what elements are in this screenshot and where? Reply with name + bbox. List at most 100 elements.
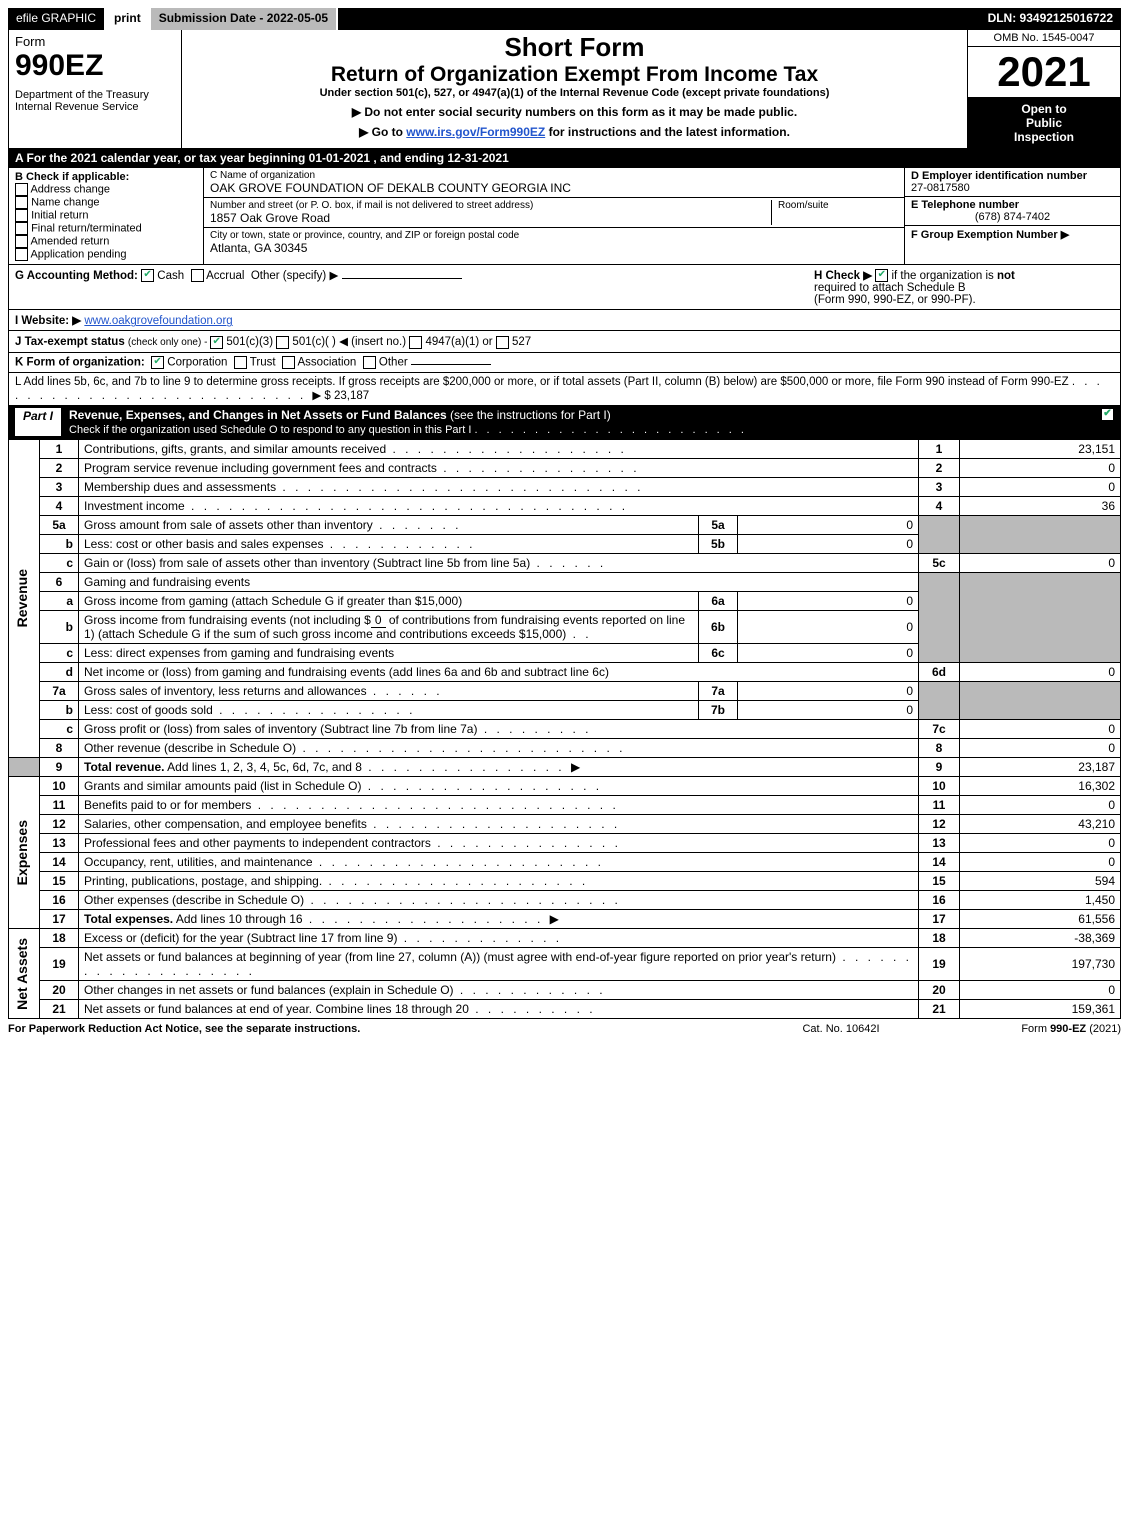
checkbox-501c3[interactable]: [210, 336, 223, 349]
box-label: 6c: [699, 643, 738, 662]
line-num: 1: [40, 439, 79, 458]
opt-label: Name change: [31, 196, 100, 208]
box-value: 0: [738, 610, 919, 643]
row-j: J Tax-exempt status (check only one) - 5…: [8, 331, 1121, 352]
part-1-checkbox[interactable]: [1101, 408, 1114, 421]
shaded-cell: [919, 515, 960, 553]
checkbox-527[interactable]: [496, 336, 509, 349]
checkbox-icon[interactable]: [15, 248, 28, 261]
col-b: B Check if applicable: Address change Na…: [9, 168, 204, 264]
line-num: b: [40, 534, 79, 553]
checkbox-501c[interactable]: [276, 336, 289, 349]
ein-label: D Employer identification number: [911, 170, 1114, 182]
part-1-header: Part I Revenue, Expenses, and Changes in…: [8, 406, 1121, 439]
goto-line: ▶ Go to www.irs.gov/Form990EZ for instru…: [188, 125, 961, 139]
line-ref: 14: [919, 852, 960, 871]
checkbox-icon[interactable]: [15, 222, 28, 235]
checkbox-icon[interactable]: [15, 196, 28, 209]
opt-application-pending: Application pending: [15, 248, 197, 261]
line-num: 14: [40, 852, 79, 871]
checkbox-other[interactable]: [363, 356, 376, 369]
desc-text: Program service revenue including govern…: [84, 461, 437, 475]
line-ref: 7c: [919, 719, 960, 738]
l-value: 23,187: [334, 390, 369, 402]
line-value: 0: [960, 719, 1121, 738]
line-num: b: [40, 700, 79, 719]
opt-name-change: Name change: [15, 196, 197, 209]
k-other: Other: [379, 356, 408, 368]
line-ref: 17: [919, 909, 960, 928]
other-specify-input[interactable]: [342, 278, 462, 279]
city-label: City or town, state or province, country…: [210, 230, 898, 241]
ein-value: 27-0817580: [911, 182, 1114, 194]
name-label: C Name of organization: [210, 170, 898, 181]
print-button[interactable]: print: [106, 8, 151, 30]
efile-label: efile GRAPHIC: [8, 8, 106, 30]
section-a: A For the 2021 calendar year, or tax yea…: [8, 149, 1121, 168]
line-value: 0: [960, 795, 1121, 814]
line-desc: Gross income from gaming (attach Schedul…: [79, 591, 699, 610]
line-num: 2: [40, 458, 79, 477]
part-title: Revenue, Expenses, and Changes in Net As…: [69, 408, 1101, 436]
box-value: 0: [738, 643, 919, 662]
checkbox-association[interactable]: [282, 356, 295, 369]
netassets-label: Net Assets: [14, 938, 30, 1010]
k-label: K Form of organization:: [15, 356, 145, 368]
line-num: c: [40, 553, 79, 572]
checkbox-h[interactable]: [875, 269, 888, 282]
phone-value: (678) 874-7402: [911, 211, 1114, 223]
box-label: 7b: [699, 700, 738, 719]
checkbox-trust[interactable]: [234, 356, 247, 369]
line-desc: Salaries, other compensation, and employ…: [79, 814, 919, 833]
line-value: 0: [960, 477, 1121, 496]
desc-text: Gross amount from sale of assets other t…: [84, 518, 373, 532]
org-name-cell: C Name of organization OAK GROVE FOUNDAT…: [204, 168, 904, 198]
checkbox-icon[interactable]: [15, 235, 28, 248]
irs-link[interactable]: www.irs.gov/Form990EZ: [406, 125, 545, 139]
line-desc: Gross profit or (loss) from sales of inv…: [79, 719, 919, 738]
other-label: Other (specify) ▶: [251, 270, 338, 282]
line-ref: 11: [919, 795, 960, 814]
checkbox-4947[interactable]: [409, 336, 422, 349]
checkbox-icon[interactable]: [15, 209, 28, 222]
submission-date: Submission Date - 2022-05-05: [151, 8, 338, 30]
line-num: 15: [40, 871, 79, 890]
opt-label: Final return/terminated: [31, 222, 142, 234]
checkbox-icon[interactable]: [15, 183, 28, 196]
j-label: J Tax-exempt status: [15, 336, 125, 348]
goto-post: for instructions and the latest informat…: [545, 125, 790, 139]
checkbox-cash[interactable]: [141, 269, 154, 282]
ein-cell: D Employer identification number 27-0817…: [905, 168, 1120, 197]
under-section: Under section 501(c), 527, or 4947(a)(1)…: [188, 87, 961, 99]
l-text: L Add lines 5b, 6c, and 7b to line 9 to …: [15, 376, 1069, 388]
expenses-label: Expenses: [14, 820, 30, 885]
revenue-label: Revenue: [14, 569, 30, 627]
top-bar: efile GRAPHIC print Submission Date - 20…: [8, 8, 1121, 30]
contrib-amount: 0: [371, 613, 386, 628]
line-value: 23,151: [960, 439, 1121, 458]
accrual-label: Accrual: [206, 270, 244, 282]
checkbox-corporation[interactable]: [151, 356, 164, 369]
checkbox-accrual[interactable]: [191, 269, 204, 282]
badge-line-1: Open to: [972, 102, 1116, 116]
j-527: 527: [509, 336, 531, 348]
k-other-input[interactable]: [411, 364, 491, 365]
line-desc: Less: direct expenses from gaming and fu…: [79, 643, 699, 662]
line-value: 1,450: [960, 890, 1121, 909]
part-number: Part I: [15, 408, 61, 436]
line-num: a: [40, 591, 79, 610]
footer-right: Form 990-EZ (2021): [941, 1023, 1121, 1035]
line-desc: Gross amount from sale of assets other t…: [79, 515, 699, 534]
l-arrow: ▶ $: [312, 390, 334, 402]
line-desc: Gain or (loss) from sale of assets other…: [79, 553, 919, 572]
desc-text: Contributions, gifts, grants, and simila…: [84, 442, 386, 456]
line-desc: Other expenses (describe in Schedule O) …: [79, 890, 919, 909]
line-num: 4: [40, 496, 79, 515]
line-value: 0: [960, 553, 1121, 572]
line-num: 12: [40, 814, 79, 833]
dln-number: DLN: 93492125016722: [980, 8, 1121, 30]
line-ref: 15: [919, 871, 960, 890]
website-link[interactable]: www.oakgrovefoundation.org: [84, 315, 232, 327]
line-desc: Gross sales of inventory, less returns a…: [79, 681, 699, 700]
line-desc: Gaming and fundraising events: [79, 572, 919, 591]
